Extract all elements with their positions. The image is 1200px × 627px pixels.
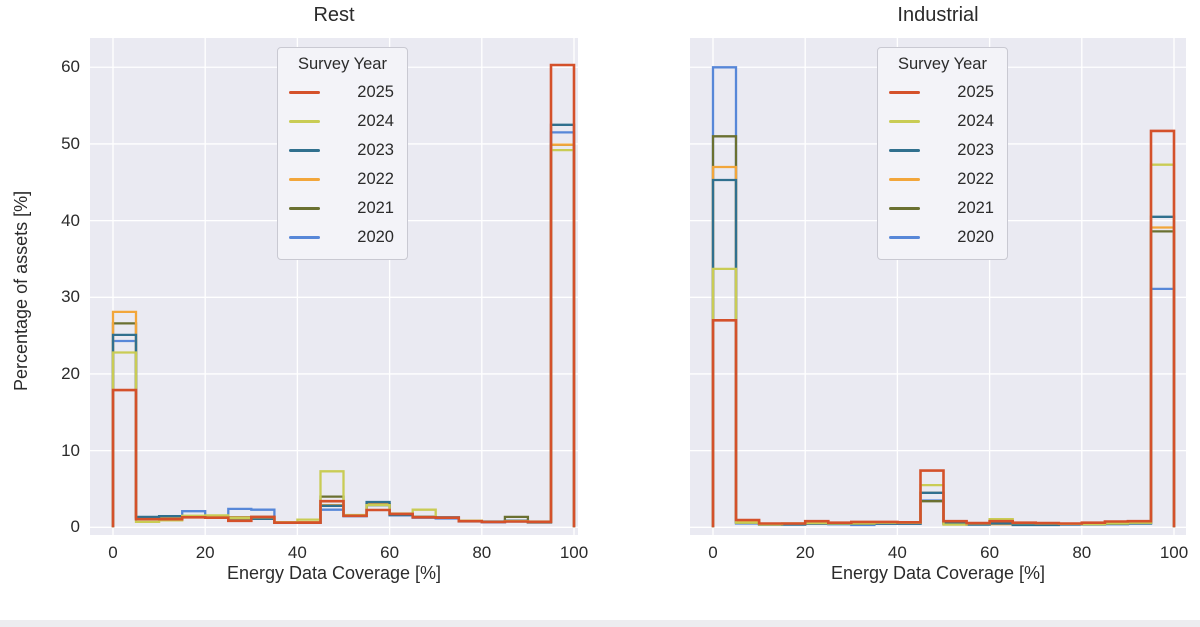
x-tick-label: 20	[795, 543, 815, 562]
legend-label: 2024	[357, 112, 394, 130]
legend-line-swatch	[289, 149, 320, 152]
legend-label: 2024	[957, 112, 994, 130]
legend-item-2022: 2022	[278, 165, 407, 194]
legend-label: 2023	[957, 141, 994, 159]
x-tick-label: 60	[380, 543, 400, 562]
bottom-border-strip	[0, 620, 1200, 627]
x-axis-label-industrial: Energy Data Coverage [%]	[830, 563, 1046, 583]
legend-label: 2023	[357, 141, 394, 159]
legend-item-2025: 2025	[278, 78, 407, 107]
legend-line-swatch	[289, 91, 320, 94]
legend-line-swatch	[889, 91, 920, 94]
legend-item-2021: 2021	[278, 194, 407, 223]
y-axis-label: Percentage of assets [%]	[11, 190, 31, 392]
legend-item-2021: 2021	[878, 194, 1007, 223]
legend-label: 2020	[357, 228, 394, 246]
x-tick-label: 40	[287, 543, 307, 562]
legend-item-2022: 2022	[878, 165, 1007, 194]
legend-label: 2022	[357, 170, 394, 188]
x-tick-label: 40	[887, 543, 907, 562]
legend-line-swatch	[889, 120, 920, 123]
legend-rest: Survey Year 2025 2024 2023 2022 2021	[277, 47, 408, 260]
legend-item-2020: 2020	[278, 223, 407, 252]
legend-line-swatch	[289, 120, 320, 123]
x-tick-label: 100	[559, 543, 589, 562]
legend-label: 2025	[957, 83, 994, 101]
legend-line-swatch	[889, 149, 920, 152]
legend-label: 2025	[357, 83, 394, 101]
subplot-industrial-title: Industrial	[897, 4, 979, 26]
legend-line-swatch	[289, 236, 320, 239]
legend-label: 2020	[957, 228, 994, 246]
legend-title: Survey Year	[298, 55, 387, 73]
legend-item-2020: 2020	[878, 223, 1007, 252]
legend-line-swatch	[889, 207, 920, 210]
x-tick-label: 100	[1159, 543, 1189, 562]
x-tick-label: 60	[980, 543, 1000, 562]
legend-item-2023: 2023	[878, 136, 1007, 165]
legend-item-2025: 2025	[878, 78, 1007, 107]
legend-line-swatch	[889, 178, 920, 181]
y-tick-label: 0	[70, 517, 80, 537]
legend-title: Survey Year	[898, 55, 987, 73]
x-tick-label: 20	[195, 543, 215, 562]
x-tick-label: 80	[472, 543, 492, 562]
subplot-rest: Survey Year 2025 2024 2023 2022 2021	[90, 38, 578, 535]
legend-label: 2021	[357, 199, 394, 217]
legend-item-2024: 2024	[878, 107, 1007, 136]
x-axis-label-rest: Energy Data Coverage [%]	[226, 563, 442, 583]
y-tick-label: 20	[61, 363, 80, 383]
legend-industrial: Survey Year 2025 2024 2023 2022 2021	[877, 47, 1008, 260]
y-tick-label: 50	[61, 133, 80, 153]
legend-item-2024: 2024	[278, 107, 407, 136]
legend-line-swatch	[289, 178, 320, 181]
x-tick-label: 0	[708, 543, 718, 562]
legend-line-swatch	[889, 236, 920, 239]
subplot-rest-title: Rest	[313, 4, 355, 26]
y-tick-label: 30	[61, 287, 80, 307]
y-tick-label: 10	[61, 440, 80, 460]
y-tick-label: 40	[61, 210, 80, 230]
legend-line-swatch	[289, 207, 320, 210]
legend-label: 2022	[957, 170, 994, 188]
y-tick-label: 60	[61, 57, 80, 77]
x-tick-label: 0	[108, 543, 118, 562]
subplot-industrial: Survey Year 2025 2024 2023 2022 2021	[690, 38, 1186, 535]
legend-item-2023: 2023	[278, 136, 407, 165]
legend-label: 2021	[957, 199, 994, 217]
x-tick-label: 80	[1072, 543, 1092, 562]
